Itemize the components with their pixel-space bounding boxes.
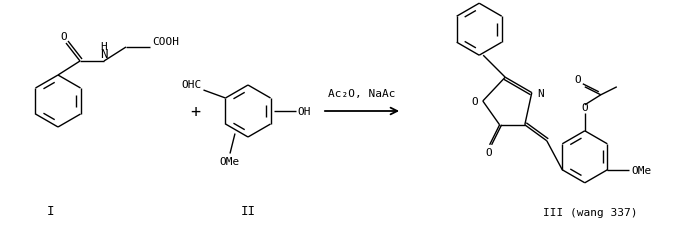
Text: O: O: [471, 97, 478, 106]
Text: N: N: [537, 88, 544, 98]
Text: OMe: OMe: [631, 165, 651, 175]
Text: OH: OH: [297, 106, 311, 117]
Text: III (wang 337): III (wang 337): [543, 207, 637, 217]
Text: O: O: [581, 102, 588, 112]
Text: N: N: [101, 48, 107, 61]
Text: I: I: [46, 204, 54, 217]
Text: +: +: [190, 103, 200, 120]
Text: COOH: COOH: [152, 37, 179, 47]
Text: II: II: [241, 204, 255, 217]
Text: O: O: [485, 147, 492, 157]
Text: Ac₂O, NaAc: Ac₂O, NaAc: [328, 89, 396, 98]
Text: H: H: [101, 42, 107, 52]
Text: OMe: OMe: [220, 156, 240, 166]
Text: O: O: [61, 32, 68, 42]
Text: O: O: [574, 74, 581, 85]
Text: OHC: OHC: [181, 80, 202, 90]
